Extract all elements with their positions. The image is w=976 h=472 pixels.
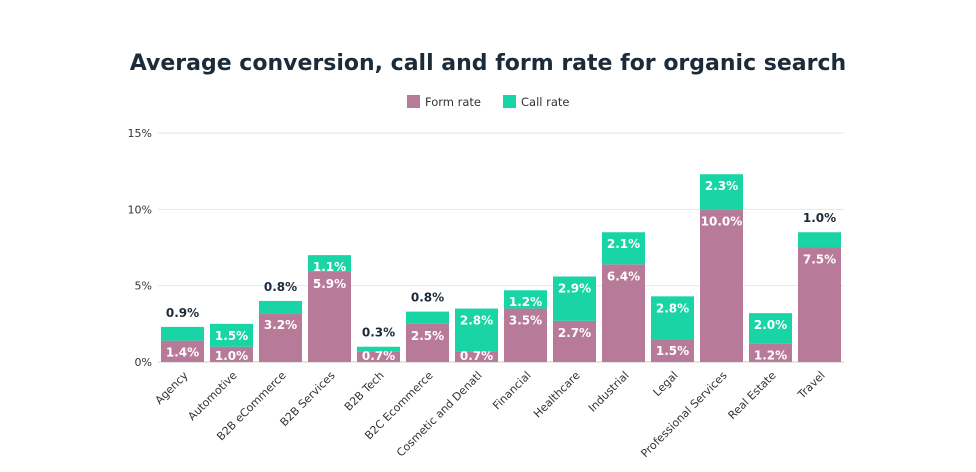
bar-segment	[308, 271, 351, 362]
bar-segment	[700, 174, 743, 210]
legend-swatch	[503, 95, 516, 108]
y-tick-label: 15%	[128, 127, 152, 140]
bar-segment	[406, 311, 449, 324]
x-tick-label: Financial	[490, 369, 533, 412]
data-label: 2.9%	[558, 282, 591, 296]
bar-segment	[161, 326, 204, 341]
bar-segment	[259, 313, 302, 362]
data-label: 1.5%	[215, 329, 248, 343]
data-label: 2.8%	[656, 301, 689, 315]
x-tick-label: Professional Services	[638, 369, 729, 460]
bar-segment	[749, 343, 792, 362]
data-label: 1.2%	[754, 349, 787, 363]
data-label: 0.8%	[264, 280, 297, 294]
data-label: 1.1%	[313, 260, 346, 274]
bar-segment	[210, 323, 253, 347]
data-label: 2.1%	[607, 237, 640, 251]
bar-segment	[406, 323, 449, 362]
bar-segment	[504, 308, 547, 362]
data-label: 1.0%	[803, 211, 836, 225]
bars: 1.4% 0.9% 1.0% 1.5% 3.2% 0.8% 5.9% 1.1% 0.7% 0.3%…	[161, 174, 841, 363]
data-label: 2.7%	[558, 326, 591, 340]
legend-label: Call rate	[521, 95, 569, 109]
x-tick-label: Industrial	[586, 369, 632, 415]
data-label: 0.7%	[460, 349, 493, 363]
bar-segment	[553, 320, 596, 362]
chart-legend: Form rate Call rate	[407, 95, 569, 109]
bar-segment	[700, 209, 743, 362]
bar-segment	[553, 276, 596, 321]
data-label: 0.8%	[411, 291, 444, 305]
data-label: 2.3%	[705, 179, 738, 193]
data-label: 0.9%	[166, 306, 199, 320]
x-tick-label: Real Estate	[726, 369, 779, 422]
bar-segment	[749, 313, 792, 344]
legend-label: Form rate	[425, 95, 481, 109]
x-tick-label: Legal	[651, 369, 681, 399]
y-tick-label: 0%	[135, 356, 152, 369]
bar-segment	[798, 247, 841, 362]
chart-title: Average conversion, call and form rate f…	[130, 51, 846, 76]
bar-segment	[308, 255, 351, 272]
bar-segment	[504, 290, 547, 309]
x-tick-label: Travel	[795, 369, 828, 402]
x-tick-label: Automotive	[185, 369, 239, 423]
data-label: 1.5%	[656, 344, 689, 358]
bar-segment	[651, 296, 694, 340]
data-label: 5.9%	[313, 277, 346, 291]
data-label: 1.0%	[215, 349, 248, 363]
bar-segment	[651, 339, 694, 362]
bar-segment	[455, 308, 498, 352]
bar-segment	[357, 346, 400, 352]
y-tick-label: 10%	[128, 203, 152, 216]
data-label: 2.0%	[754, 318, 787, 332]
data-label: 2.8%	[460, 314, 493, 328]
data-label: 1.4%	[166, 346, 199, 360]
x-tick-label: Cosmetic and Denatl	[394, 369, 485, 460]
data-label: 0.3%	[362, 326, 395, 340]
data-label: 0.7%	[362, 349, 395, 363]
bar-segment	[602, 232, 645, 265]
data-label: 6.4%	[607, 269, 640, 283]
data-label: 1.2%	[509, 295, 542, 309]
data-label: 3.5%	[509, 314, 542, 328]
data-label: 7.5%	[803, 253, 836, 267]
x-tick-label: Healthcare	[531, 369, 583, 421]
y-axis: 0% 5% 10% 15%	[128, 127, 152, 369]
bar-segment	[161, 340, 204, 362]
bar-segment	[259, 300, 302, 314]
x-tick-label: Agency	[153, 369, 191, 407]
data-label: 2.5%	[411, 329, 444, 343]
x-tick-label: B2B Tech	[342, 369, 387, 414]
data-label: 10.0%	[701, 214, 743, 228]
bar-segment	[798, 232, 841, 248]
bar-segment	[455, 351, 498, 362]
data-label: 3.2%	[264, 318, 297, 332]
bar-segment	[210, 346, 253, 362]
bar-segment	[357, 351, 400, 362]
bar-segment	[602, 264, 645, 362]
legend-swatch	[407, 95, 420, 108]
y-tick-label: 5%	[135, 280, 152, 293]
